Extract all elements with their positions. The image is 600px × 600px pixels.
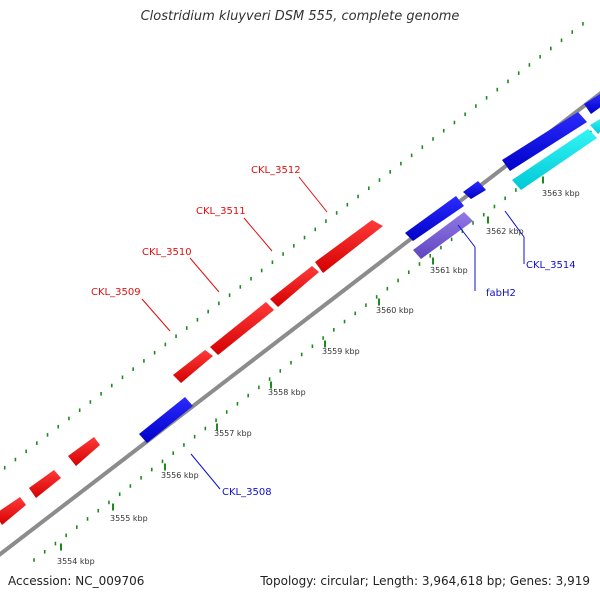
- gene-arrow-forward-ckl-3511[interactable]: [270, 266, 319, 307]
- gene-label-ckl-3514[interactable]: CKL_3514: [526, 260, 576, 271]
- kbp-label: 3555 kbp: [110, 514, 148, 523]
- gene-arrow-forward[interactable]: [68, 437, 100, 466]
- map-title: Clostridium kluyveri DSM 555, complete g…: [140, 9, 460, 24]
- kbp-label: 3561 kbp: [430, 266, 468, 275]
- gene-arrow-forward-ckl-3512[interactable]: [315, 220, 383, 273]
- kbp-labels: 3554 kbp 3555 kbp 3556 kbp 3557 kbp 3558…: [57, 189, 580, 566]
- kbp-label: 3563 kbp: [542, 189, 580, 198]
- gene-arrow-reverse-ckl-3514[interactable]: [502, 112, 587, 171]
- gene-arrow-reverse[interactable]: [405, 196, 464, 241]
- gene-arrow-forward[interactable]: [0, 497, 26, 525]
- gene-arrow-forward-ckl-3509[interactable]: [173, 350, 213, 383]
- gene-arrow-forward-ckl-3510[interactable]: [210, 302, 274, 355]
- tick-track-upper: [3, 22, 584, 470]
- gene-label-ckl-3511[interactable]: CKL_3511: [196, 206, 246, 217]
- gene-arrow-reverse[interactable]: [584, 94, 600, 114]
- rna-gene-arrow[interactable]: [512, 129, 597, 190]
- kbp-label: 3557 kbp: [214, 429, 252, 438]
- gene-arrow-reverse-ckl-3508[interactable]: [139, 397, 193, 443]
- kbp-label: 3558 kbp: [268, 388, 306, 397]
- genome-stats-text: Topology: circular; Length: 3,964,618 bp…: [260, 574, 590, 588]
- rna-gene-arrow[interactable]: [590, 118, 600, 134]
- kbp-label: 3559 kbp: [322, 347, 360, 356]
- gene-label-ckl-3509[interactable]: CKL_3509: [91, 287, 141, 298]
- gene-arrow-reverse-fabh2[interactable]: [413, 212, 473, 259]
- gene-label-fabh2[interactable]: fabH2: [486, 288, 516, 299]
- gene-label-ckl-3508[interactable]: CKL_3508: [222, 487, 272, 498]
- forward-strand-genes: [0, 220, 383, 525]
- gene-arrow-forward[interactable]: [29, 470, 61, 498]
- kbp-label: 3560 kbp: [376, 306, 414, 315]
- accession-text: Accession: NC_009706: [8, 574, 145, 588]
- reverse-strand-genes: [139, 94, 600, 443]
- gene-callouts: [141, 176, 525, 490]
- kbp-label: 3556 kbp: [161, 471, 199, 480]
- gene-label-ckl-3512[interactable]: CKL_3512: [251, 165, 301, 176]
- gene-label-ckl-3510[interactable]: CKL_3510: [142, 247, 192, 258]
- gene-arrow-reverse[interactable]: [463, 181, 486, 199]
- tick-track-lower: [33, 130, 592, 562]
- kbp-label: 3562 kbp: [486, 227, 524, 236]
- kbp-label: 3554 kbp: [57, 557, 95, 566]
- major-ticks: [60, 176, 544, 551]
